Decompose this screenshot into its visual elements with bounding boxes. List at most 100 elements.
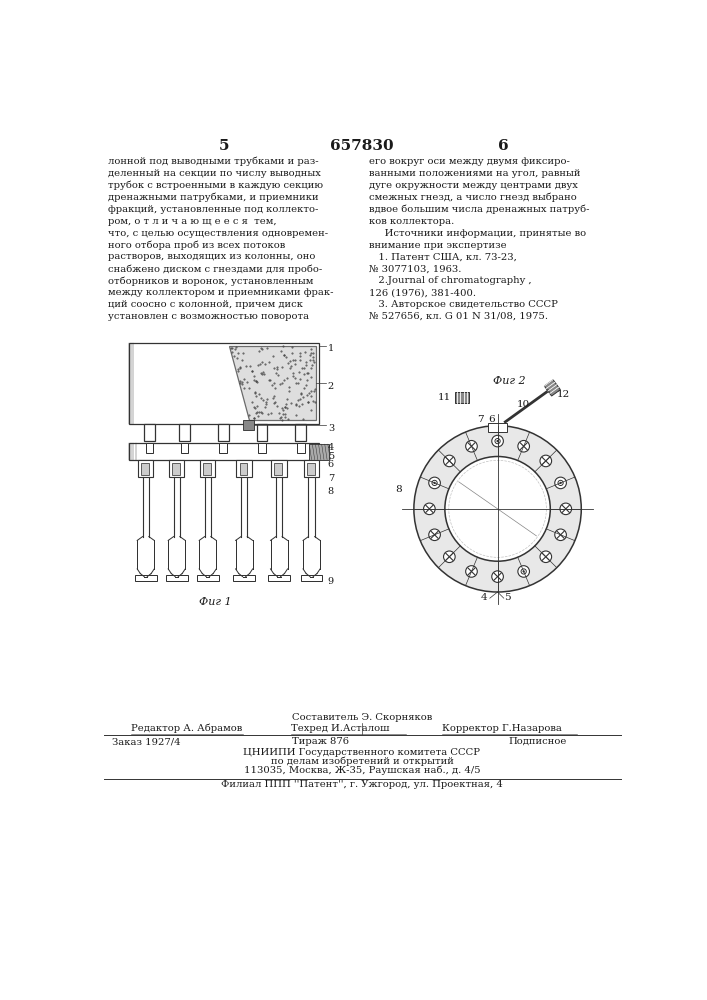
Text: 7: 7 xyxy=(477,415,484,424)
Text: 3: 3 xyxy=(328,424,334,433)
Text: 5: 5 xyxy=(328,452,334,461)
Polygon shape xyxy=(179,424,190,441)
Text: его вокруг оси между двумя фиксиро-: его вокруг оси между двумя фиксиро- xyxy=(369,157,570,166)
Circle shape xyxy=(560,503,571,515)
Circle shape xyxy=(540,551,551,563)
Circle shape xyxy=(443,551,455,563)
Text: Составитель Э. Скорняков: Составитель Э. Скорняков xyxy=(292,713,432,722)
Text: снабжено диском с гнездами для пробо-: снабжено диском с гнездами для пробо- xyxy=(107,264,322,274)
Text: ций соосно с колонной, причем диск: ций соосно с колонной, причем диск xyxy=(107,300,303,309)
Polygon shape xyxy=(200,460,216,477)
Circle shape xyxy=(414,426,581,592)
Polygon shape xyxy=(146,443,153,453)
Polygon shape xyxy=(203,463,211,475)
Circle shape xyxy=(555,529,566,541)
Text: смежных гнезд, а число гнезд выбрано: смежных гнезд, а число гнезд выбрано xyxy=(369,193,577,202)
Text: ков коллектора.: ков коллектора. xyxy=(369,217,454,226)
Polygon shape xyxy=(135,575,156,581)
Text: установлен с возможностью поворота: установлен с возможностью поворота xyxy=(107,312,309,321)
Circle shape xyxy=(428,529,440,541)
Text: Фиг 1: Фиг 1 xyxy=(199,597,232,607)
Text: № 527656, кл. G 01 N 31/08, 1975.: № 527656, кл. G 01 N 31/08, 1975. xyxy=(369,312,548,321)
Text: 113035, Москва, Ж-35, Раушская наб., д. 4/5: 113035, Москва, Ж-35, Раушская наб., д. … xyxy=(244,766,480,775)
Text: Филиал ППП ''Патент'', г. Ужгород, ул. Проектная, 4: Филиал ППП ''Патент'', г. Ужгород, ул. П… xyxy=(221,780,503,789)
Text: 6: 6 xyxy=(498,139,508,153)
Polygon shape xyxy=(169,460,185,477)
Text: Корректор Г.Назарова: Корректор Г.Назарова xyxy=(442,724,561,733)
Text: фракций, установленные под коллекто-: фракций, установленные под коллекто- xyxy=(107,205,318,214)
Text: лонной под выводными трубками и раз-: лонной под выводными трубками и раз- xyxy=(107,157,318,166)
Circle shape xyxy=(518,566,530,577)
Text: Тираж 876: Тираж 876 xyxy=(293,737,349,746)
Text: 1: 1 xyxy=(328,344,334,353)
Circle shape xyxy=(466,566,477,577)
Text: 9: 9 xyxy=(328,577,334,586)
Text: 4: 4 xyxy=(480,593,487,602)
Circle shape xyxy=(492,435,503,447)
Polygon shape xyxy=(307,463,315,475)
Text: ЦНИИПИ Государственного комитета СССР: ЦНИИПИ Государственного комитета СССР xyxy=(243,748,481,757)
Polygon shape xyxy=(257,424,267,441)
Text: по делам изобретений и открытий: по делам изобретений и открытий xyxy=(271,757,453,766)
Circle shape xyxy=(432,480,437,486)
Circle shape xyxy=(428,477,440,489)
Polygon shape xyxy=(489,423,507,432)
Text: что, с целью осуществления одновремен-: что, с целью осуществления одновремен- xyxy=(107,229,328,238)
Text: 10: 10 xyxy=(517,400,530,409)
Circle shape xyxy=(540,455,551,467)
Polygon shape xyxy=(166,575,187,581)
Circle shape xyxy=(466,440,477,452)
Text: 126 (1976), 381-400.: 126 (1976), 381-400. xyxy=(369,288,476,297)
Polygon shape xyxy=(219,443,227,453)
Text: вдвое большим числа дренажных патруб-: вдвое большим числа дренажных патруб- xyxy=(369,205,590,214)
Text: трубок с встроенными в каждую секцию: трубок с встроенными в каждую секцию xyxy=(107,181,323,190)
Circle shape xyxy=(495,438,500,444)
Polygon shape xyxy=(144,424,155,441)
Polygon shape xyxy=(180,443,188,453)
Circle shape xyxy=(423,503,436,515)
Text: 6: 6 xyxy=(488,415,495,424)
Text: дуге окружности между центрами двух: дуге окружности между центрами двух xyxy=(369,181,578,190)
Polygon shape xyxy=(274,463,282,475)
Text: Источники информации, принятые во: Источники информации, принятые во xyxy=(369,229,586,238)
Text: 12: 12 xyxy=(557,390,571,399)
Text: Подписное: Подписное xyxy=(509,737,567,746)
Text: № 3077103, 1963.: № 3077103, 1963. xyxy=(369,264,461,273)
Polygon shape xyxy=(218,424,228,441)
Text: дренажными патрубками, и приемники: дренажными патрубками, и приемники xyxy=(107,193,318,202)
Text: 5: 5 xyxy=(503,593,510,602)
Text: 8: 8 xyxy=(328,487,334,496)
Text: Фиг 2: Фиг 2 xyxy=(493,376,525,386)
Polygon shape xyxy=(271,460,287,477)
Text: 2.Journal of chromatography ,: 2.Journal of chromatography , xyxy=(369,276,532,285)
Text: отборников и воронок, установленным: отборников и воронок, установленным xyxy=(107,276,313,286)
Polygon shape xyxy=(268,575,290,581)
Circle shape xyxy=(522,570,525,573)
Text: 3. Авторское свидетельство СССР: 3. Авторское свидетельство СССР xyxy=(369,300,558,309)
Polygon shape xyxy=(240,463,247,475)
Polygon shape xyxy=(304,460,320,477)
Text: ром, о т л и ч а ю щ е е с я  тем,: ром, о т л и ч а ю щ е е с я тем, xyxy=(107,217,276,226)
Polygon shape xyxy=(141,463,149,475)
Circle shape xyxy=(518,440,530,452)
Text: деленный на секции по числу выводных: деленный на секции по числу выводных xyxy=(107,169,321,178)
Polygon shape xyxy=(297,443,305,453)
Circle shape xyxy=(443,455,455,467)
Polygon shape xyxy=(129,343,319,424)
Text: ного отбора проб из всех потоков: ного отбора проб из всех потоков xyxy=(107,241,285,250)
Polygon shape xyxy=(138,460,153,477)
Polygon shape xyxy=(197,575,218,581)
Text: Заказ 1927/4: Заказ 1927/4 xyxy=(112,737,180,746)
Polygon shape xyxy=(233,575,255,581)
Circle shape xyxy=(558,480,563,486)
Polygon shape xyxy=(455,392,469,403)
Text: 5: 5 xyxy=(218,139,229,153)
Text: 4: 4 xyxy=(328,443,334,452)
Polygon shape xyxy=(230,346,316,420)
Text: между коллектором и приемниками фрак-: между коллектором и приемниками фрак- xyxy=(107,288,333,297)
Polygon shape xyxy=(296,424,306,441)
Text: 6: 6 xyxy=(328,460,334,469)
Circle shape xyxy=(445,456,550,561)
Polygon shape xyxy=(236,460,252,477)
Text: Редактор А. Абрамов: Редактор А. Абрамов xyxy=(131,723,243,733)
